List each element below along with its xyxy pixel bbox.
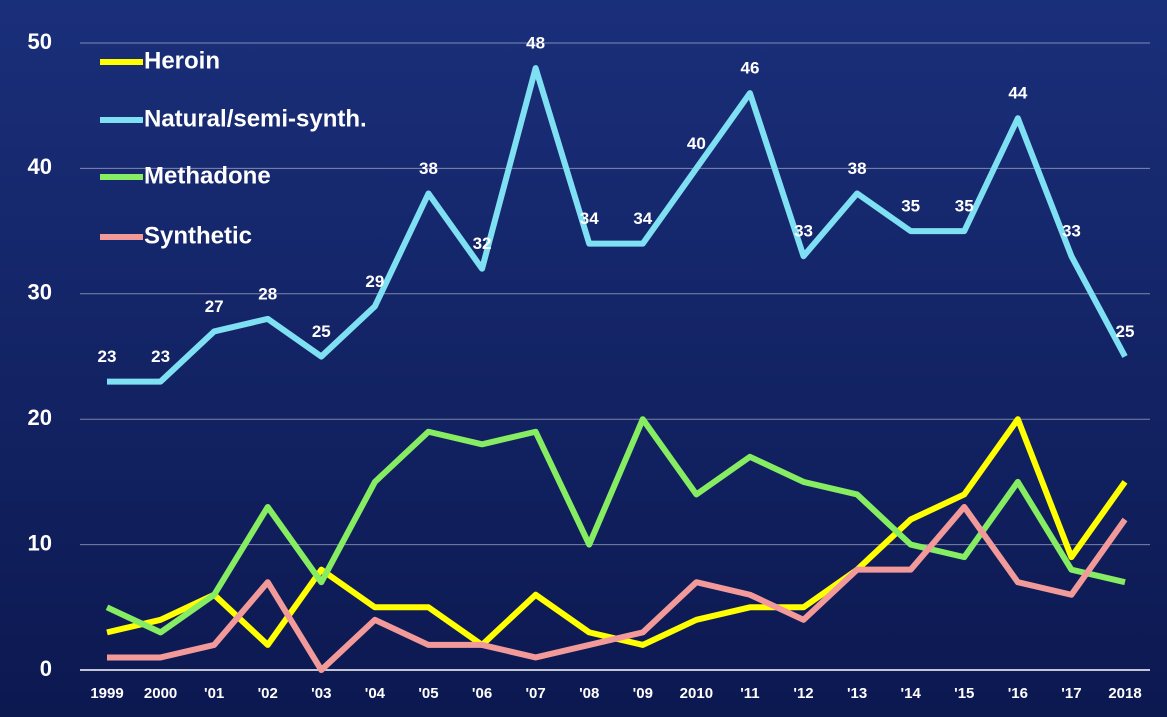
- x-tick-label: '11: [740, 685, 759, 702]
- x-tick-label: '05: [418, 685, 438, 702]
- data-label: 25: [312, 322, 331, 341]
- series-line: [107, 65, 1128, 385]
- data-label: 34: [580, 209, 599, 228]
- y-tick-label: 40: [28, 154, 52, 179]
- y-tick-label: 0: [40, 656, 52, 681]
- legend-label: Methadone: [144, 162, 271, 189]
- data-label: 33: [1062, 222, 1081, 241]
- x-tick-label: '13: [847, 685, 867, 702]
- data-label: 34: [633, 209, 652, 228]
- data-label: 44: [1008, 84, 1027, 103]
- data-label: 25: [1116, 322, 1135, 341]
- y-tick-label: 50: [28, 29, 52, 54]
- x-tick-label: '09: [633, 685, 653, 702]
- data-label: 40: [687, 134, 706, 153]
- data-label: 46: [740, 59, 759, 78]
- x-tick-label: '14: [901, 685, 922, 702]
- data-label: 29: [365, 272, 384, 291]
- x-tick-label: '15: [954, 685, 974, 702]
- data-label: 48: [526, 34, 545, 53]
- data-label: 35: [901, 197, 920, 216]
- x-tick-label: '04: [365, 685, 386, 702]
- x-tick-label: '12: [793, 685, 813, 702]
- y-tick-label: 30: [28, 280, 52, 305]
- data-label: 32: [473, 234, 492, 253]
- data-label: 28: [258, 284, 277, 303]
- legend-label: Synthetic: [144, 222, 252, 249]
- data-label: 38: [419, 159, 438, 178]
- x-tick-label: '08: [579, 685, 599, 702]
- x-tick-label: '01: [204, 685, 224, 702]
- x-tick-label: 2018: [1108, 685, 1141, 702]
- data-label: 35: [955, 197, 974, 216]
- x-tick-label: '07: [525, 685, 545, 702]
- x-tick-label: '03: [311, 685, 331, 702]
- x-tick-label: '06: [472, 685, 492, 702]
- series-line: [107, 503, 1128, 673]
- legend-label: Natural/semi-synth.: [144, 105, 367, 132]
- x-tick-label: 1999: [90, 685, 123, 702]
- x-tick-label: 2010: [680, 685, 713, 702]
- data-label: 38: [848, 159, 867, 178]
- series-line: [105, 416, 1126, 636]
- data-label: 33: [794, 222, 813, 241]
- x-tick-label: 2000: [144, 685, 177, 702]
- legend-label: Heroin: [144, 47, 220, 74]
- y-tick-label: 10: [28, 530, 52, 555]
- data-label: 27: [205, 297, 224, 316]
- y-tick-label: 20: [28, 405, 52, 430]
- x-tick-label: '02: [258, 685, 278, 702]
- data-label: 23: [98, 347, 117, 366]
- x-tick-label: '17: [1061, 685, 1081, 702]
- x-tick-label: '16: [1008, 685, 1028, 702]
- data-label: 23: [151, 347, 170, 366]
